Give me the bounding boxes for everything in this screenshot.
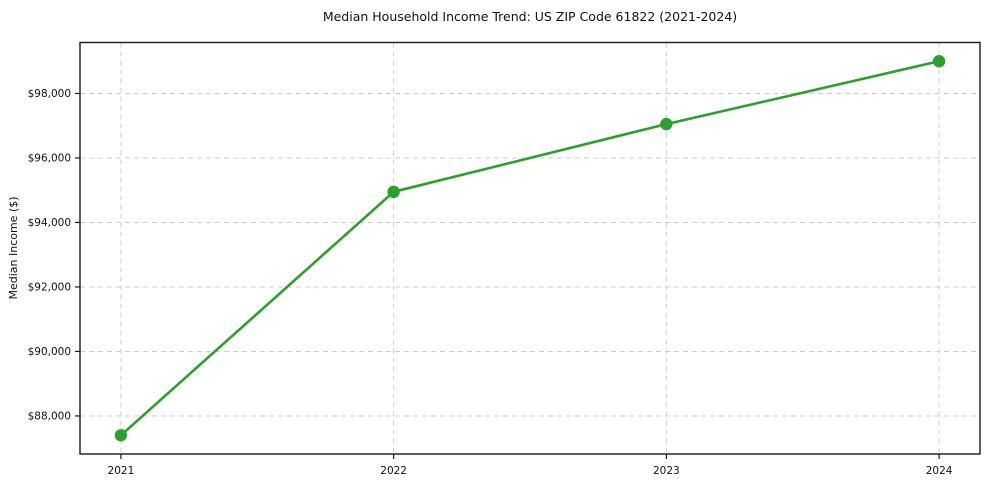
y-tick-label: $92,000: [28, 282, 71, 294]
x-tick-label: 2023: [653, 465, 680, 477]
y-tick-label: $90,000: [28, 346, 71, 358]
data-point: [114, 429, 128, 442]
y-tick-label: $94,000: [28, 217, 71, 229]
x-tick-label: 2021: [108, 465, 135, 477]
data-point: [932, 55, 946, 68]
x-tick-label: 2022: [380, 465, 407, 477]
y-tick-label: $98,000: [28, 88, 71, 100]
data-line: [119, 59, 941, 437]
y-axis-label: Median Income ($): [7, 196, 20, 299]
plot-area: $88,000 $90,000 $92,000 $94,000 $96,000 $98,0…: [28, 41, 981, 477]
data-point: [387, 185, 400, 199]
x-tick-label: 2024: [926, 465, 953, 477]
data-point: [660, 117, 673, 131]
y-tick-label: $96,000: [28, 153, 71, 165]
plot-border: [79, 41, 981, 455]
chart-title: Median Household Income Trend: US ZIP Co…: [323, 9, 737, 24]
y-tick-label: $88,000: [28, 411, 71, 423]
